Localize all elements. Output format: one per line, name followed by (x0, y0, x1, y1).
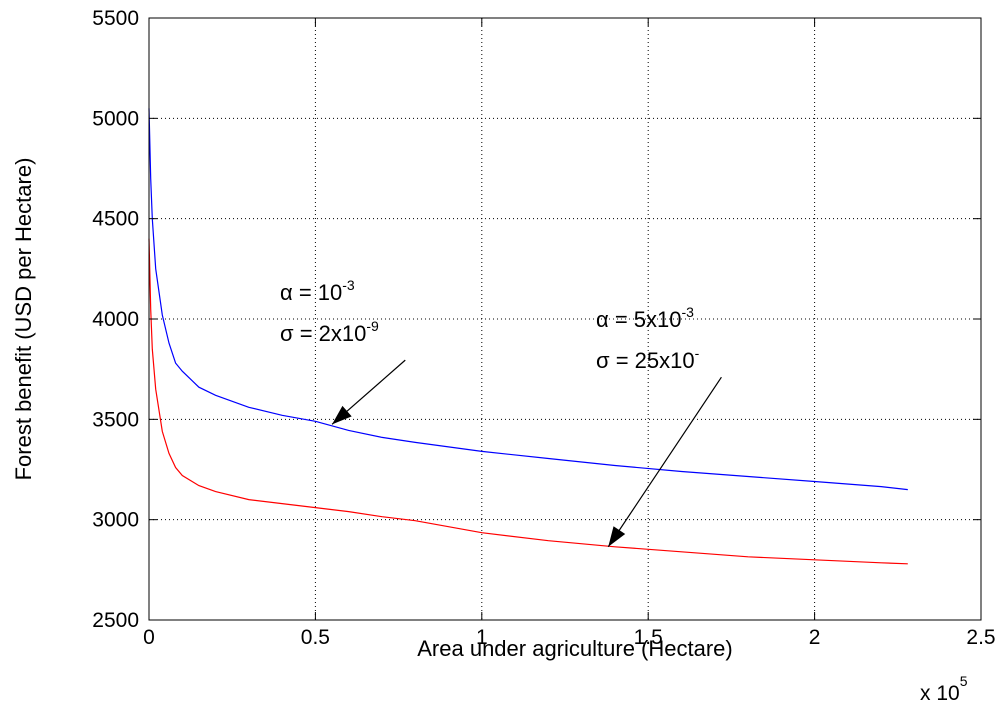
x-tick-label: 1 (476, 626, 488, 649)
annotation-arrow-shaft-2 (607, 376, 722, 548)
annotation-sigma-2: σ = 25x10- (596, 345, 700, 373)
grid (149, 18, 981, 620)
y-axis-label: Forest benefit (USD per Hectare) (11, 158, 36, 481)
annotation-sigma-exponent: - (695, 345, 700, 361)
annotations: α = 10-3σ = 2x10-9 α = 5x10-3σ = 25x10- (280, 277, 722, 548)
x-multiplier-base: x 10 (920, 682, 960, 705)
y-tick-label: 4000 (92, 308, 139, 331)
x-tick-label: 2.5 (966, 626, 995, 649)
x-multiplier: x 105 (920, 673, 968, 705)
y-tick-label: 5000 (92, 107, 139, 130)
annotation-alpha-exponent: -3 (342, 277, 355, 293)
y-tick-label: 3000 (92, 509, 139, 532)
series-layer (148, 108, 908, 565)
annotation-alpha-exponent: -3 (682, 304, 695, 320)
y-tick-label: 4500 (92, 208, 139, 231)
series-line-1 (148, 108, 908, 491)
annotation-alpha-text: α = 5x10 (596, 307, 682, 332)
annotation-sigma-text: σ = 2x10 (280, 321, 366, 346)
x-tick-label: 0 (143, 626, 155, 649)
annotation-arrow-head-1 (332, 405, 352, 425)
x-axis-label: Area under agriculture (Hectare) (417, 636, 732, 661)
annotation-alpha-2: α = 5x10-3 (596, 304, 694, 332)
annotation-sigma-text: σ = 25x10 (596, 348, 695, 373)
y-tick-label: 5500 (92, 7, 139, 30)
annotation-arrow-head-2 (608, 526, 626, 547)
x-tick-label: 2 (809, 626, 821, 649)
series-line-2 (148, 238, 908, 565)
x-multiplier-exponent: 5 (960, 673, 968, 689)
ticks (148, 17, 982, 621)
x-tick-label: 1.5 (634, 626, 663, 649)
annotation-alpha-1: α = 10-3 (280, 277, 355, 305)
y-tick-label: 2500 (92, 609, 139, 632)
annotation-alpha-text: α = 10 (280, 280, 342, 305)
tick-labels: 0 0.5 1 1.5 2 2.5 2500 3000 3500 4000 4500 5000 5500 (92, 7, 995, 649)
x-tick-label: 0.5 (301, 626, 330, 649)
annotation-sigma-exponent: -9 (366, 318, 379, 334)
annotation-sigma-1: σ = 2x10-9 (280, 318, 379, 346)
y-tick-label: 3500 (92, 408, 139, 431)
